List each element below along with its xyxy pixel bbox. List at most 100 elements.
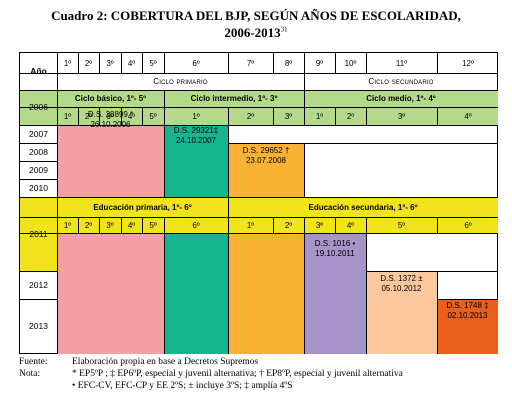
grid-line (304, 73, 305, 90)
decree-block-teal-lower (164, 233, 228, 354)
grid-line (20, 217, 498, 218)
grid-line (78, 107, 79, 125)
grade-header-1: 1º (63, 58, 72, 68)
note-label: Nota: (19, 369, 41, 379)
source-label: Fuente: (19, 357, 48, 367)
grid-line (228, 143, 498, 144)
band-2011-grade-12: 6º (464, 220, 472, 230)
grid-line (437, 299, 498, 300)
grid-line (164, 125, 165, 197)
grid-line (437, 107, 438, 125)
grid-line (304, 233, 498, 234)
band-2006-grade-6: 1º (192, 111, 200, 121)
decree-name: D.S. 1016 • (314, 239, 356, 248)
decree-block-red (437, 299, 498, 354)
decree-label-1: D.S. 28899 *26.10.2006 (67, 110, 154, 130)
grid-line (164, 125, 498, 126)
band-2011-grade-6: 6º (192, 220, 200, 230)
grid-line (20, 299, 57, 300)
band-2006-grade-10: 2º (346, 111, 355, 121)
grid-line (57, 53, 58, 354)
grid-line (20, 90, 498, 91)
band-2011-grade-2: 2º (84, 220, 93, 230)
grid-line (366, 53, 367, 73)
band-2011-grade-10: 4º (346, 220, 355, 230)
decree-block-purple (304, 233, 366, 354)
decree-label-4: D.S. 1016 • 19.10.2011 (304, 239, 366, 259)
grid-line (366, 233, 367, 354)
ciclo-primario-header: Ciclo primario (153, 77, 208, 86)
grid-line (142, 107, 143, 125)
grade-header-6: 6º (192, 58, 200, 68)
grid-line (366, 107, 367, 125)
grid-line (228, 233, 229, 354)
grid-line (304, 143, 305, 197)
grade-header-11: 11º (395, 58, 408, 68)
decree-name: D.S. 1372 ± (380, 274, 423, 283)
grid-line (20, 107, 498, 108)
note-line-1: * EP5ºP ; ‡ EP6ºP, especial y juvenil al… (72, 369, 403, 379)
band-2011-grade-8: 2º (284, 220, 293, 230)
year-2008: 2008 (29, 146, 48, 157)
band-2011-grade-11: 5º (397, 220, 406, 230)
band-2006-group-basico: Ciclo básico, 1º- 5º (74, 94, 147, 103)
grid-line (335, 217, 336, 233)
grid-line (20, 143, 57, 144)
grid-line (20, 197, 498, 198)
grade-header-9: 9º (315, 58, 324, 68)
coverage-table: Año 1º 2º 3º 4º 5º 6º 7º 8º 9º 10º 11º 12º Ciclo prim… (19, 52, 498, 354)
grid-line (335, 53, 336, 73)
decree-block-teal-upper (164, 125, 228, 197)
grid-line (335, 107, 336, 125)
grid-line (99, 53, 100, 73)
year-2011-fill (20, 233, 57, 271)
band-2011-grade-3: 3º (106, 220, 114, 230)
grid-line (273, 107, 274, 125)
band-2011-grade-5: 5º (149, 220, 157, 230)
grid-line (57, 73, 498, 74)
band-2006-grade-3: 3º (106, 111, 114, 121)
grade-header-7: 7º (246, 58, 255, 68)
band-2006-grade-7: 2º (246, 111, 255, 121)
table-title-line2: 2006-201331 (0, 25, 512, 41)
grade-header-10: 10º (344, 58, 357, 68)
grid-line (164, 53, 165, 73)
grid-line (366, 271, 498, 272)
year-2012: 2012 (29, 279, 48, 290)
decree-date: 23.07.2008 (245, 156, 287, 165)
grid-line (304, 107, 305, 125)
year-column-header: Año (30, 66, 47, 76)
band-2006-grade-12: 4º (464, 111, 472, 121)
grid-line (304, 217, 305, 233)
decree-block-pink-upper (57, 125, 164, 197)
band-2011-grade-1: 1º (63, 220, 72, 230)
year-2007: 2007 (29, 128, 48, 139)
grid-line (78, 53, 79, 73)
grid-line (20, 271, 57, 272)
decree-block-orange-lower (228, 233, 304, 354)
band-2011-grade-7: 1º (246, 220, 255, 230)
grid-line (164, 107, 165, 125)
year-2010: 2010 (29, 182, 48, 193)
grid-line (228, 217, 229, 233)
grid-line (228, 197, 229, 217)
band-2006-grade-9: 1º (315, 111, 324, 121)
grid-line (164, 90, 165, 107)
grade-header-8: 8º (284, 58, 293, 68)
decree-name: D.S. 1748 ‡ (446, 301, 489, 310)
grid-line (304, 53, 305, 73)
grid-line (142, 217, 143, 233)
grid-line (99, 217, 100, 233)
grid-line (273, 53, 274, 73)
grid-line (228, 125, 229, 197)
band-2006-group-medio: Ciclo medio, 1º- 4º (366, 94, 436, 103)
grid-line (437, 217, 438, 233)
grid-line (164, 233, 165, 354)
grid-line (366, 217, 367, 233)
grade-header-4: 4º (127, 58, 136, 68)
decree-date: 26.10.2006 (67, 120, 154, 130)
band-2011-group-secundaria: Educación secundaria, 1º- 6º (308, 202, 418, 212)
decree-block-peach (366, 271, 437, 354)
grid-line (142, 53, 143, 73)
decree-date: 19.10.2011 (315, 249, 355, 258)
